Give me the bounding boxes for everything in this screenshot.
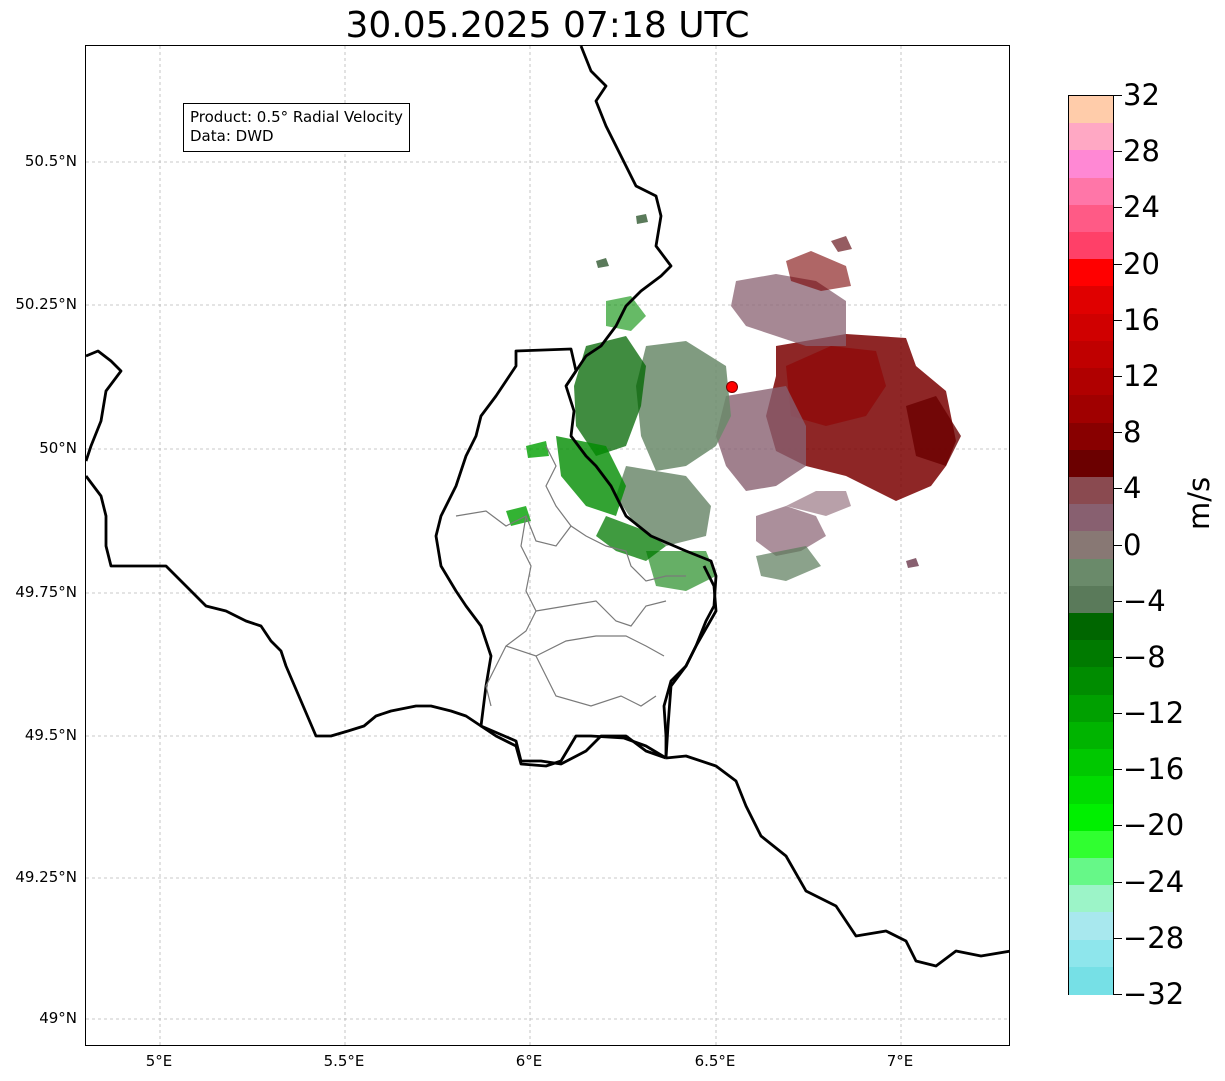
lat-tick-label: 49°N	[39, 1009, 77, 1027]
colorbar-tick	[1114, 769, 1122, 771]
admin-borders	[455, 445, 686, 707]
lon-tick-label: 7°E	[886, 1052, 914, 1070]
colorbar-tick-label: −20	[1123, 808, 1185, 843]
colorbar-segment	[1069, 694, 1113, 723]
colorbar-segment	[1069, 803, 1113, 832]
colorbar-tick-label: −24	[1123, 864, 1185, 899]
colorbar-tick-label: −8	[1123, 639, 1166, 674]
colorbar-segment	[1069, 857, 1113, 886]
colorbar-segment	[1069, 259, 1113, 288]
colorbar-tick-label: 0	[1123, 527, 1142, 562]
colorbar-tick	[1114, 994, 1122, 995]
colorbar-segment	[1069, 422, 1113, 451]
colorbar-tick-label: 32	[1123, 78, 1160, 112]
lat-tick-label: 49.25°N	[15, 868, 77, 886]
country-borders	[86, 46, 1009, 968]
colorbar-segment	[1069, 912, 1113, 941]
colorbar-tick-label: 16	[1123, 302, 1160, 337]
velocity-echoes-receding	[716, 236, 961, 568]
colorbar-segment	[1069, 721, 1113, 750]
colorbar-segment	[1069, 531, 1113, 560]
colorbar-segment	[1069, 885, 1113, 913]
colorbar-tick-label: −16	[1123, 752, 1185, 787]
radar-map[interactable]: Product: 0.5° Radial Velocity Data: DWD	[85, 45, 1010, 1046]
colorbar-tick-label: 24	[1123, 190, 1160, 225]
colorbar-tick	[1114, 488, 1122, 490]
colorbar-segment	[1069, 286, 1113, 315]
colorbar-tick	[1114, 432, 1122, 434]
colorbar-segment	[1069, 613, 1113, 641]
colorbar-segment	[1069, 640, 1113, 669]
colorbar-tick	[1114, 151, 1122, 153]
colorbar-tick-label: −28	[1123, 920, 1185, 955]
colorbar-tick	[1114, 207, 1122, 209]
colorbar-segment	[1069, 776, 1113, 805]
colorbar-segment	[1069, 667, 1113, 696]
lat-tick-label: 49.75°N	[15, 583, 77, 601]
colorbar-tick	[1114, 656, 1122, 658]
colorbar-tick	[1114, 600, 1122, 602]
colorbar-segment	[1069, 368, 1113, 396]
lat-tick-label: 50.25°N	[15, 295, 77, 313]
colorbar-tick	[1114, 713, 1122, 715]
colorbar-tick	[1114, 937, 1122, 939]
colorbar-segment	[1069, 150, 1113, 179]
colorbar-tick	[1114, 375, 1122, 377]
map-canvas	[86, 46, 1009, 1045]
product-label: Product: 0.5° Radial Velocity	[190, 108, 403, 126]
colorbar-tick-label: 20	[1123, 246, 1160, 281]
colorbar-tick-label: −32	[1123, 977, 1185, 1011]
colorbar-segment	[1069, 585, 1113, 614]
colorbar-segment	[1069, 395, 1113, 424]
colorbar-tick-label: 8	[1123, 415, 1142, 450]
colorbar-tick-label: 12	[1123, 358, 1160, 393]
colorbar-unit-label: m/s	[1182, 476, 1216, 530]
colorbar-segment	[1069, 96, 1113, 124]
colorbar-segment	[1069, 939, 1113, 968]
colorbar-tick	[1114, 263, 1122, 265]
colorbar-segment	[1069, 313, 1113, 342]
lon-tick-label: 6°E	[515, 1052, 543, 1070]
colorbar-segment	[1069, 966, 1113, 995]
data-source-label: Data: DWD	[190, 127, 274, 145]
colorbar-tick	[1114, 95, 1122, 96]
colorbar-segment	[1069, 504, 1113, 532]
colorbar-segment	[1069, 232, 1113, 260]
colorbar-tick	[1114, 825, 1122, 827]
velocity-colorbar	[1068, 95, 1114, 995]
colorbar-segment	[1069, 449, 1113, 478]
lon-tick-label: 6.5°E	[694, 1052, 736, 1070]
product-info-box: Product: 0.5° Radial Velocity Data: DWD	[183, 103, 410, 152]
colorbar-segment	[1069, 476, 1113, 505]
colorbar-segment	[1069, 204, 1113, 233]
colorbar-tick-label: −12	[1123, 696, 1185, 731]
map-title: 30.05.2025 07:18 UTC	[345, 5, 750, 46]
colorbar-segment	[1069, 830, 1113, 859]
lat-tick-label: 49.5°N	[24, 726, 77, 744]
radar-site-marker[interactable]	[726, 381, 738, 393]
colorbar-tick-label: −4	[1123, 583, 1166, 618]
colorbar-tick	[1114, 319, 1122, 321]
lon-tick-label: 5.5°E	[323, 1052, 365, 1070]
colorbar-tick-label: 28	[1123, 134, 1160, 169]
colorbar-segment	[1069, 177, 1113, 206]
colorbar-segment	[1069, 558, 1113, 587]
colorbar-segment	[1069, 749, 1113, 777]
colorbar-tick-label: 4	[1123, 471, 1142, 506]
colorbar-tick	[1114, 881, 1122, 883]
colorbar-segment	[1069, 123, 1113, 151]
lat-tick-label: 50°N	[39, 439, 77, 457]
lat-tick-label: 50.5°N	[24, 152, 77, 170]
lon-tick-label: 5°E	[145, 1052, 173, 1070]
colorbar-segment	[1069, 340, 1113, 369]
gridlines	[86, 46, 1009, 1045]
colorbar-tick	[1114, 544, 1122, 546]
